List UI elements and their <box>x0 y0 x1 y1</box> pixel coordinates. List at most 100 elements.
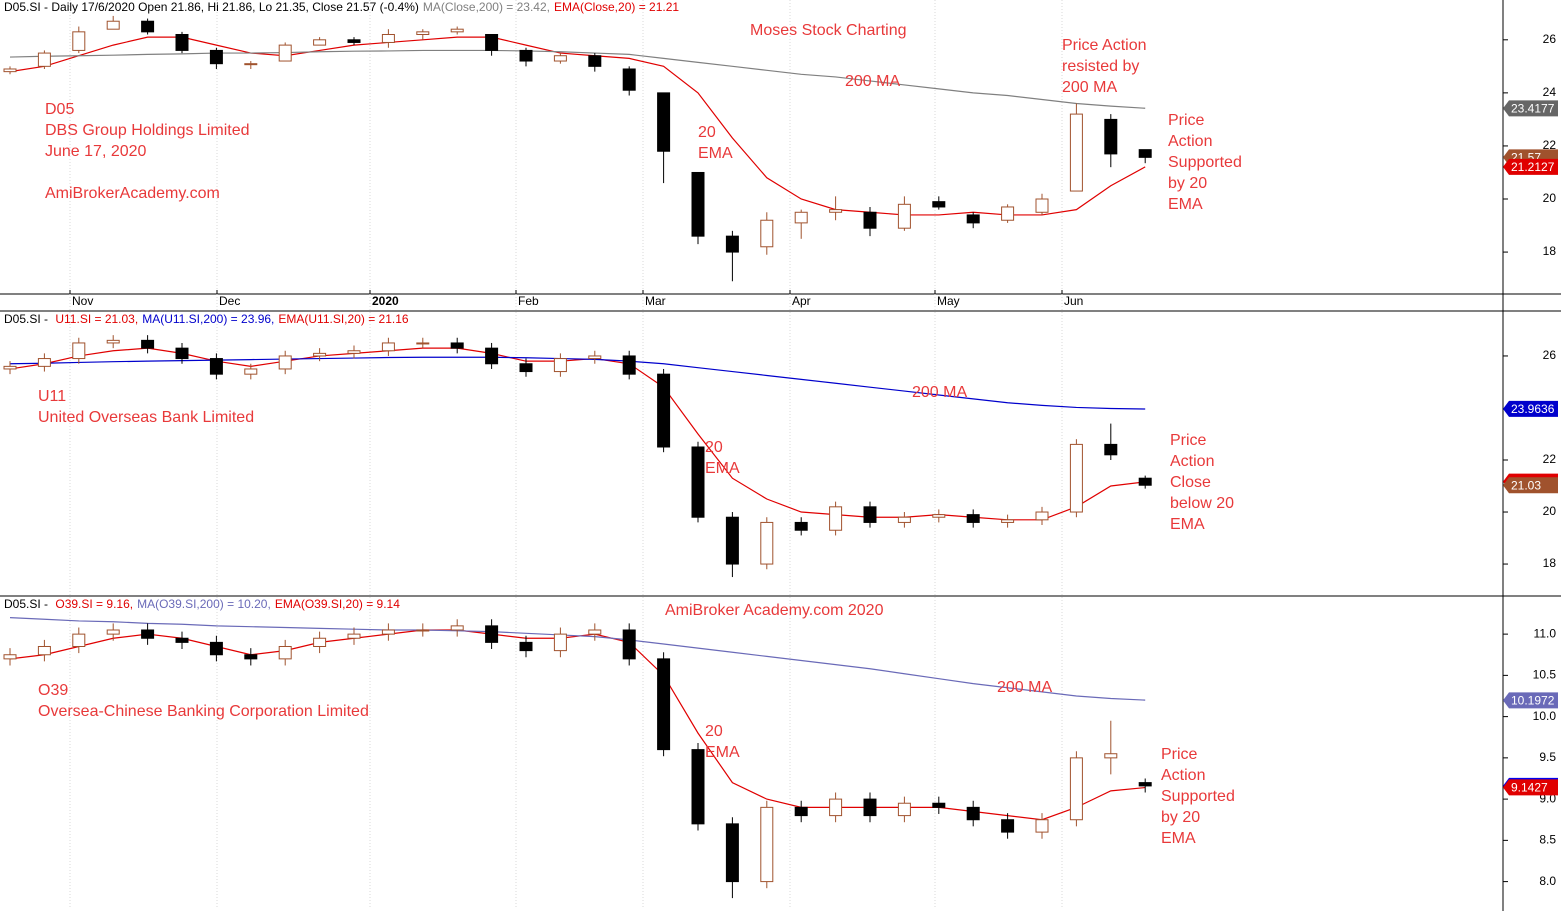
annotation: by 20 <box>1161 809 1200 826</box>
candle-body <box>1069 113 1083 192</box>
y-tick-label: 20 <box>1543 504 1557 518</box>
candle-body <box>175 33 189 51</box>
candle-body <box>725 235 739 253</box>
annotation: Supported <box>1168 154 1242 171</box>
price-label-box <box>1503 100 1558 117</box>
candle-body <box>141 629 155 639</box>
candle-body <box>863 211 877 229</box>
candle-body <box>863 798 877 817</box>
month-label: 2020 <box>372 294 399 308</box>
month-label: Feb <box>518 294 539 308</box>
header-part: D05.SI - <box>4 597 51 611</box>
candle-body <box>175 347 189 360</box>
candle-body <box>1001 819 1015 833</box>
y-tick-label: 18 <box>1543 244 1557 258</box>
candle-body <box>657 92 671 152</box>
annotation: Action <box>1161 767 1205 784</box>
header-part: MA(Close,200) = 23.42, <box>423 0 550 14</box>
candle-body <box>897 802 911 817</box>
annotation: EMA <box>1170 516 1205 533</box>
y-tick-label: 11.0 <box>1534 626 1557 640</box>
candle-body <box>37 52 51 67</box>
annotation: AmiBrokerAcademy.com <box>45 185 220 202</box>
annotation: Price <box>1170 432 1207 449</box>
candle-body <box>966 806 980 821</box>
candle-body <box>553 55 567 62</box>
header-part: U11.SI = 21.03, <box>55 312 138 326</box>
candle-body <box>106 629 120 635</box>
annotation: resisted by <box>1062 58 1139 75</box>
candle-body <box>72 31 86 51</box>
y-tick-label: 8.0 <box>1539 874 1556 888</box>
annotation: EMA <box>1161 830 1196 847</box>
month-label: Mar <box>645 294 666 308</box>
y-tick-label: 22 <box>1543 452 1557 466</box>
candle-body <box>3 68 17 73</box>
candle-body <box>760 806 774 883</box>
candle-body <box>347 39 361 43</box>
annotation: Action <box>1170 453 1214 470</box>
candle-body <box>829 506 843 531</box>
candle-body <box>381 33 395 43</box>
candle-body <box>863 506 877 523</box>
candle-body <box>1104 443 1118 456</box>
y-tick-label: 24 <box>1543 85 1557 99</box>
annotation: Moses Stock Charting <box>750 22 907 39</box>
candle-body <box>485 33 499 51</box>
candle-body <box>725 823 739 883</box>
header-part: D05.SI - <box>4 312 51 326</box>
header-part: MA(O39.SI,200) = 10.20, <box>137 597 271 611</box>
y-tick-label: 8.5 <box>1539 833 1556 847</box>
candle-body <box>244 63 258 66</box>
price-label-box <box>1503 477 1558 494</box>
annotation: AmiBroker Academy.com 2020 <box>665 602 884 619</box>
candle-body <box>1104 753 1118 759</box>
candle-body <box>932 802 946 808</box>
header-part: O39.SI = 9.16, <box>55 597 133 611</box>
candle-body <box>691 749 705 825</box>
annotation: Price Action <box>1062 37 1146 54</box>
month-label: Dec <box>219 294 240 308</box>
annotation: Supported <box>1161 788 1235 805</box>
annotation: EMA <box>705 744 740 761</box>
candle-body <box>622 629 636 660</box>
annotation: 20 <box>705 723 723 740</box>
candle-body <box>244 368 258 375</box>
candle-body <box>485 625 499 643</box>
candle-body <box>1069 443 1083 513</box>
candle-body <box>278 44 292 62</box>
annotation: 200 MA <box>912 384 967 401</box>
candle-body <box>278 355 292 370</box>
candle-body <box>278 645 292 660</box>
annotation: DBS Group Holdings Limited <box>45 122 250 139</box>
indicator-line <box>9 617 1146 701</box>
month-label: Jun <box>1064 294 1083 308</box>
candle-body <box>416 31 430 35</box>
candle-body <box>72 342 86 360</box>
panel-header: D05.SI - U11.SI = 21.03, MA(U11.SI,200) =… <box>4 312 409 326</box>
indicator-line <box>9 49 1146 109</box>
candle-body <box>313 352 327 357</box>
month-label: May <box>937 294 960 308</box>
annotation: Oversea-Chinese Banking Corporation Limi… <box>38 703 369 720</box>
annotation: 20 <box>705 439 723 456</box>
candle-body <box>1138 782 1152 787</box>
annotation: United Overseas Bank Limited <box>38 409 254 426</box>
price-label: 9.1427 <box>1511 781 1548 795</box>
header-part: EMA(U11.SI,20) = 21.16 <box>278 312 409 326</box>
month-label: Apr <box>792 294 811 308</box>
price-label-box <box>1503 158 1558 175</box>
price-label-box <box>1503 692 1558 709</box>
candle-body <box>1138 149 1152 158</box>
annotation: 20 <box>698 124 716 141</box>
candle-body <box>588 55 602 67</box>
candle-body <box>622 355 636 375</box>
candle-body <box>37 645 51 656</box>
candle-body <box>932 514 946 518</box>
y-tick-label: 9.5 <box>1539 750 1556 764</box>
candle-body <box>1001 206 1015 221</box>
candle-body <box>553 358 567 373</box>
indicator-line <box>9 356 1146 410</box>
